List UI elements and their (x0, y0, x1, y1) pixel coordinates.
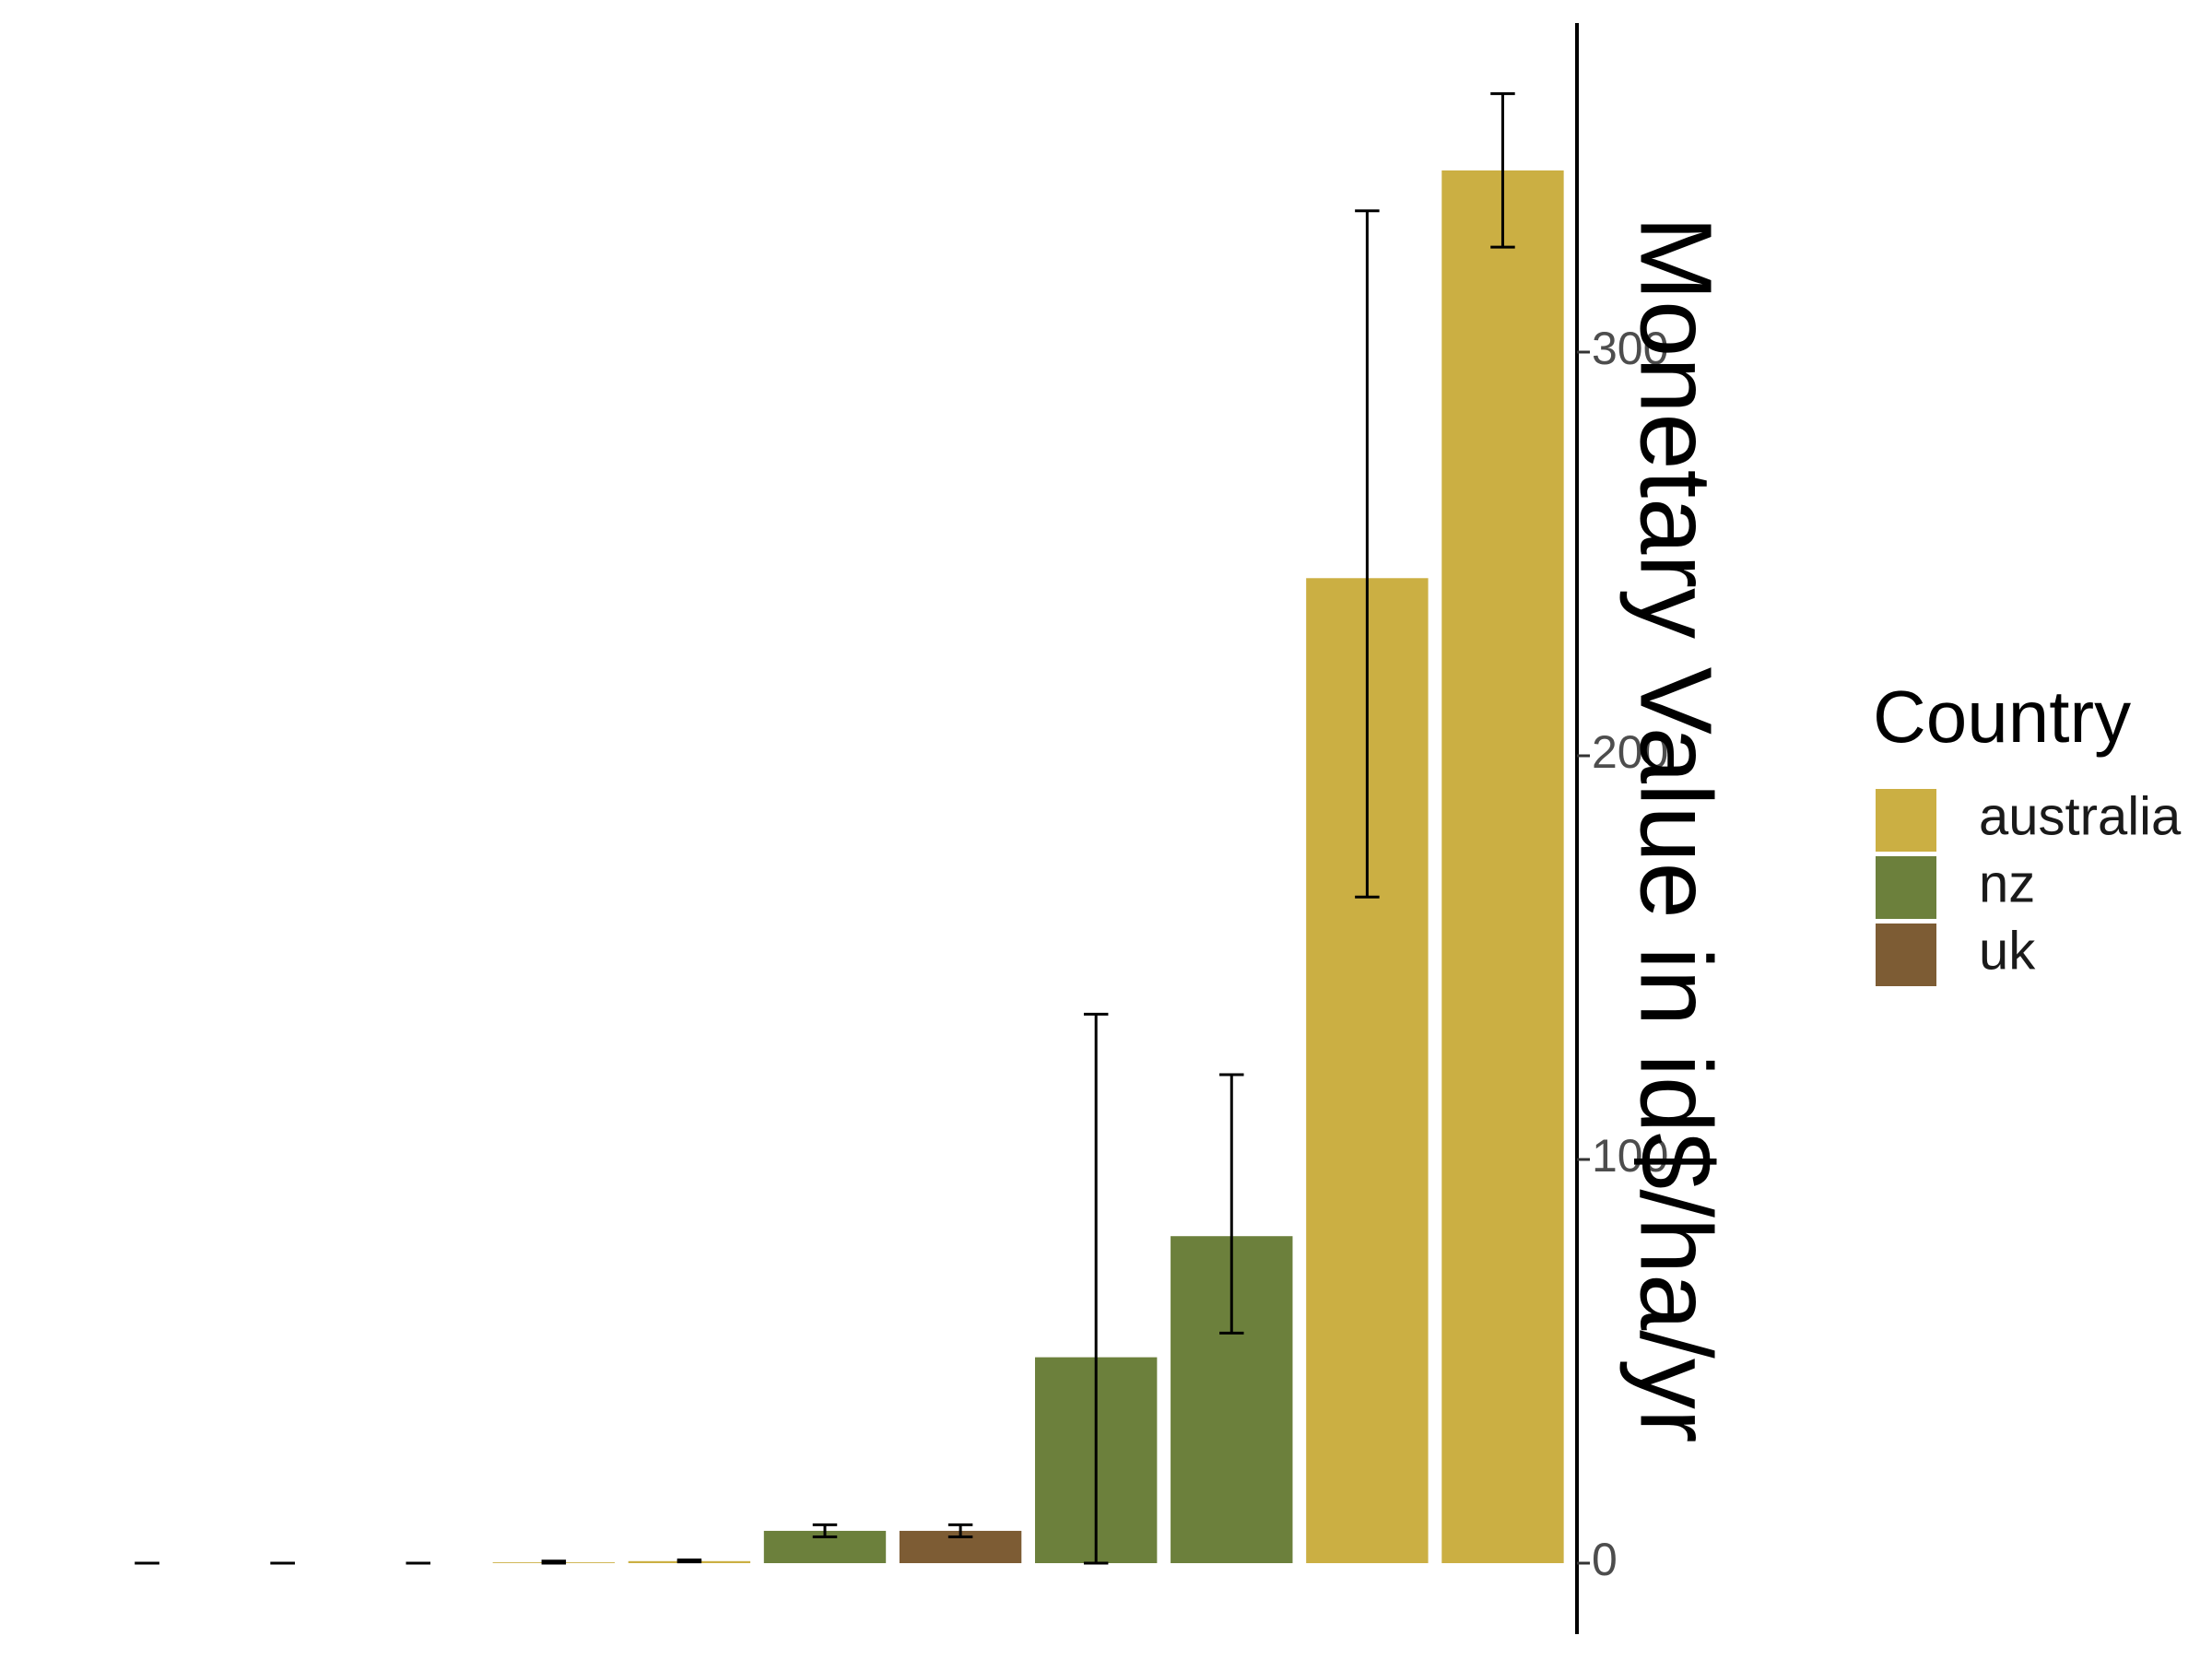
legend: Country australia nz uk (1873, 676, 2182, 986)
legend-title: Country (1873, 676, 2131, 758)
y-axis: 0 100 200 300 (1575, 23, 1668, 1634)
legend-swatch (1876, 789, 1936, 852)
legend-swatch (1876, 924, 1936, 986)
error-bar (1490, 92, 1515, 249)
y-tick-label: 0 (1592, 1534, 1618, 1585)
y-tick-label: 300 (1592, 323, 1668, 374)
bars-layer (492, 170, 1564, 1563)
y-ticks: 0 100 200 300 (1577, 323, 1668, 1585)
error-bar (1219, 1073, 1244, 1335)
legend-item-nz: nz (1876, 853, 2035, 919)
error-bar (812, 1523, 838, 1539)
y-tick-label: 200 (1592, 726, 1668, 778)
error-bar (947, 1523, 973, 1539)
error-bar (677, 1558, 702, 1564)
legend-label: uk (1979, 921, 2036, 981)
legend-swatch (1876, 856, 1936, 919)
legend-items: australia nz uk (1876, 786, 2182, 986)
error-bar (1355, 209, 1380, 899)
y-axis-title: Monetary Value in id$/ha/yr (1619, 217, 1733, 1443)
legend-item-uk: uk (1876, 921, 2036, 986)
legend-label: nz (1979, 853, 2035, 913)
legend-item-australia: australia (1876, 786, 2182, 852)
errorbars-layer (135, 92, 1515, 1565)
error-bar (541, 1559, 567, 1565)
bar-australia (1441, 170, 1564, 1563)
legend-label: australia (1979, 786, 2182, 846)
error-bar (1083, 1012, 1109, 1565)
y-tick-label: 100 (1592, 1130, 1668, 1182)
